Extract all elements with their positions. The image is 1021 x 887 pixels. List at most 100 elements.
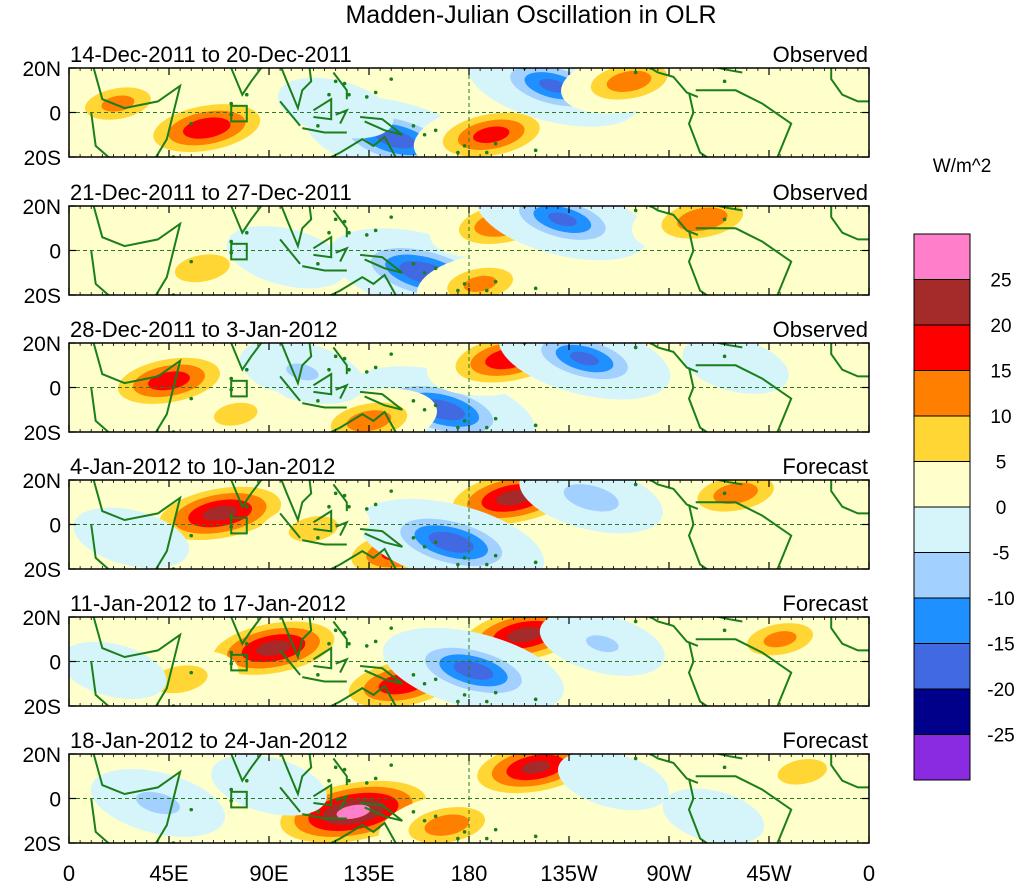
island [722,628,727,633]
coastline [335,794,349,811]
coastline [335,108,349,125]
anomaly-contour [563,484,619,512]
coastline [312,97,333,121]
coastline [713,343,743,349]
anomaly-contour [473,126,510,144]
island [462,830,467,834]
coastline [229,480,263,509]
anomaly-contour [589,767,638,794]
coastline [714,617,743,623]
panel-kind: Observed [773,42,868,67]
island [389,215,394,219]
coastline [302,402,347,409]
island [347,230,351,235]
coastline [713,206,743,212]
lon-tick-label: 135W [540,861,598,886]
panel-date-range: 18-Jan-2012 to 24-Jan-2012 [70,728,348,753]
coastline [280,480,313,524]
anomaly-contour [86,213,185,266]
island [533,697,538,702]
coastline [695,364,793,432]
anomaly-contour [713,482,758,504]
colorbar-label: -25 [987,726,1014,747]
index-box [230,516,248,535]
island [327,641,331,646]
island [512,611,516,615]
island [462,282,467,286]
coastline [830,480,869,515]
island [433,677,438,682]
island [244,504,249,509]
island [411,262,416,266]
island [533,560,538,565]
island [411,124,416,128]
island [189,807,194,812]
island [422,132,427,137]
island [373,639,378,644]
island [316,673,320,677]
coastline [332,483,348,512]
island [456,699,460,704]
island [327,504,331,509]
coastline [648,343,699,373]
island [342,630,347,635]
lon-tick-label: 0 [863,861,875,886]
island [462,693,467,697]
olr-field [69,480,869,569]
coastline [302,127,347,134]
coastline [332,209,348,238]
island [316,536,320,540]
coastline [279,786,301,813]
island [189,396,194,401]
anomaly-contour [507,627,542,643]
island [342,493,347,498]
island [512,748,516,752]
coastline [830,617,869,652]
island [411,536,416,540]
colorbar-swatch [913,688,971,735]
lat-tick-label: 20S [24,559,61,582]
anomaly-contour [688,69,783,120]
island [364,507,369,511]
island [189,670,194,675]
coastline [332,620,348,649]
island [244,641,249,646]
coastline [229,754,263,783]
island [342,219,347,224]
map-panel: 20N 0 20S 4-Jan-2012 to 10-Jan-2012 Forecast [22,454,870,582]
island [462,556,467,560]
lat-tick-label: 20S [24,285,61,308]
panel-kind: Observed [773,317,868,342]
island [347,504,351,509]
anomaly-contour [213,402,258,426]
coastline [90,206,182,295]
island [316,262,320,266]
panel-date-range: 11-Jan-2012 to 17-Jan-2012 [70,591,346,616]
island [411,399,416,403]
colorbar-swatch [913,233,971,280]
anomaly-contour [174,254,230,283]
map-panel: 20N 0 20S 18-Jan-2012 to 24-Jan-2012 Forecas… [22,728,870,856]
coastline [279,375,301,402]
island [493,827,498,832]
lat-tick-label: 20N [22,333,61,356]
coastline [830,206,869,241]
colorbar-swatch [913,506,971,553]
coastline [90,754,182,843]
anomaly-contour [424,814,470,836]
coastline [312,235,333,259]
island [512,62,516,66]
coastline [279,100,301,127]
anomaly-contour [547,212,577,227]
island [633,756,638,761]
colorbar-label: -20 [987,680,1014,701]
coastline [312,783,333,807]
island [327,92,331,97]
island [722,765,727,770]
panel-date-range: 14-Dec-2011 to 20-Dec-2011 [70,42,352,67]
coastlines [90,611,869,706]
coastline [359,253,403,274]
coastline [90,68,182,157]
island [189,533,194,538]
island [347,778,351,783]
